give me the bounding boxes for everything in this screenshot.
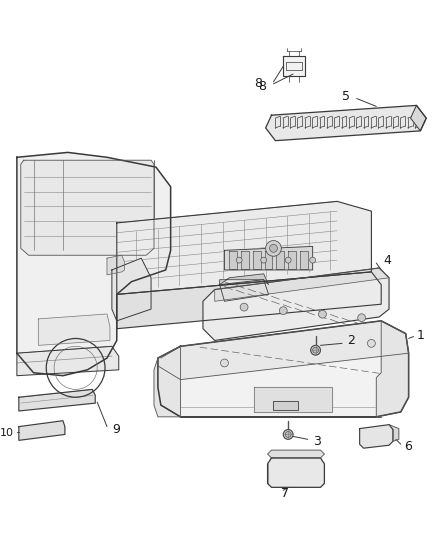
Polygon shape (154, 346, 180, 417)
Polygon shape (273, 401, 298, 410)
Polygon shape (215, 268, 389, 301)
Polygon shape (219, 274, 268, 285)
Circle shape (269, 245, 277, 252)
Circle shape (261, 257, 267, 263)
Polygon shape (117, 201, 371, 294)
Polygon shape (112, 258, 151, 321)
Polygon shape (219, 280, 268, 301)
Text: 8: 8 (258, 80, 265, 93)
Circle shape (285, 432, 291, 438)
Polygon shape (241, 252, 249, 269)
Polygon shape (19, 390, 95, 411)
Polygon shape (268, 450, 325, 458)
Polygon shape (265, 252, 272, 269)
Circle shape (313, 348, 318, 353)
Polygon shape (158, 321, 409, 379)
Circle shape (367, 340, 375, 348)
Polygon shape (19, 421, 65, 440)
Text: 1: 1 (417, 329, 424, 342)
Polygon shape (254, 387, 332, 412)
Circle shape (221, 359, 229, 367)
Polygon shape (39, 314, 110, 345)
Polygon shape (17, 346, 119, 376)
Polygon shape (276, 252, 284, 269)
Text: 9: 9 (112, 423, 120, 436)
Polygon shape (376, 321, 409, 417)
Polygon shape (265, 106, 426, 141)
Circle shape (265, 240, 281, 256)
Polygon shape (410, 106, 426, 131)
Polygon shape (117, 272, 381, 329)
Polygon shape (158, 321, 409, 417)
Circle shape (318, 310, 326, 318)
Polygon shape (230, 252, 237, 269)
Polygon shape (360, 425, 393, 448)
Circle shape (310, 257, 316, 263)
Polygon shape (21, 160, 154, 255)
Circle shape (285, 257, 291, 263)
Text: 6: 6 (404, 440, 412, 453)
Circle shape (358, 314, 366, 321)
Circle shape (240, 303, 248, 311)
Polygon shape (300, 252, 308, 269)
Text: 8: 8 (254, 77, 262, 91)
Text: 5: 5 (342, 90, 350, 103)
Polygon shape (389, 425, 399, 441)
Text: 3: 3 (313, 435, 321, 448)
Polygon shape (253, 252, 261, 269)
Polygon shape (203, 268, 389, 341)
Polygon shape (107, 255, 125, 275)
Circle shape (311, 345, 321, 355)
Polygon shape (17, 152, 171, 376)
Polygon shape (268, 458, 325, 487)
Polygon shape (225, 246, 313, 270)
Text: 7: 7 (281, 487, 290, 500)
Circle shape (236, 257, 242, 263)
Text: 2: 2 (347, 334, 355, 347)
Polygon shape (288, 252, 296, 269)
Text: 10: 10 (0, 429, 14, 439)
Circle shape (279, 307, 287, 314)
Polygon shape (283, 56, 305, 76)
Text: 4: 4 (383, 254, 391, 266)
Circle shape (283, 430, 293, 439)
